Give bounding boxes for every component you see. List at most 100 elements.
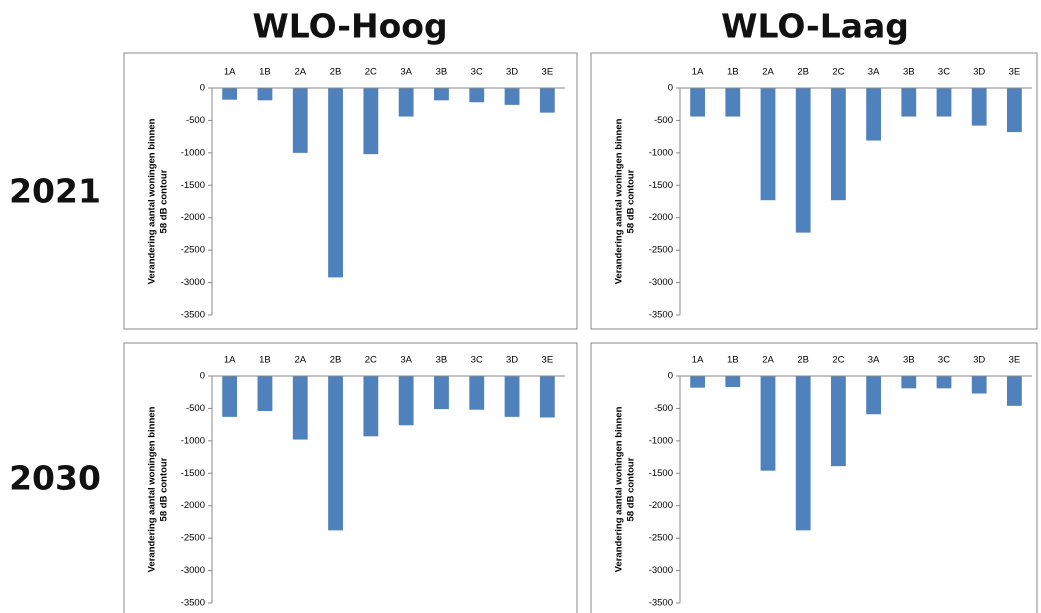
- y-tick-label: -2500: [649, 533, 673, 544]
- bar: [328, 376, 343, 531]
- bar: [363, 88, 379, 155]
- panel-frame: [590, 342, 1038, 613]
- x-tick-label: 3A: [868, 355, 880, 366]
- y-tick-label: -1000: [181, 147, 205, 158]
- bar: [292, 88, 308, 153]
- y-tick-label: 0: [200, 83, 205, 94]
- x-tick-label: 3D: [506, 355, 518, 366]
- y-tick-label: 0: [668, 371, 673, 382]
- y-axis-title: Verandering aantal woningen binnen: [147, 406, 158, 572]
- bar: [363, 376, 379, 437]
- y-tick-label: -3000: [181, 565, 205, 576]
- y-tick-label: -1000: [649, 147, 673, 158]
- x-tick-label: 2B: [330, 355, 342, 366]
- y-axis-title: Verandering aantal woningen binnen: [614, 118, 625, 284]
- y-tick-label: -2000: [649, 500, 673, 511]
- bar: [434, 88, 449, 101]
- bar: [504, 88, 520, 105]
- row-title: 2030: [9, 459, 101, 498]
- y-tick-label: -1500: [649, 180, 673, 191]
- bar: [901, 376, 917, 389]
- y-tick-label: -2500: [649, 245, 673, 256]
- y-tick-label: -2500: [181, 533, 205, 544]
- x-tick-label: 2B: [797, 67, 809, 78]
- y-tick-label: -3500: [649, 598, 673, 609]
- y-tick-label: -1500: [181, 468, 205, 479]
- x-tick-label: 1B: [727, 67, 739, 78]
- bar: [795, 88, 811, 233]
- bar: [936, 376, 952, 389]
- bar: [725, 88, 741, 117]
- x-tick-label: 2B: [330, 67, 342, 78]
- bar: [1007, 88, 1022, 133]
- bar: [222, 88, 238, 100]
- x-tick-label: 3C: [938, 355, 950, 366]
- y-tick-label: -500: [186, 115, 205, 126]
- bar: [398, 88, 414, 117]
- x-tick-label: 1A: [224, 67, 236, 78]
- x-tick-label: 2B: [797, 355, 809, 366]
- x-tick-label: 2A: [294, 355, 306, 366]
- y-tick-label: -1000: [649, 435, 673, 446]
- bar: [936, 88, 952, 117]
- x-tick-label: 3B: [436, 67, 448, 78]
- y-axis-title: 58 dB contour: [159, 169, 170, 233]
- bar: [760, 376, 776, 471]
- x-tick-label: 3E: [1009, 355, 1021, 366]
- y-tick-label: -1000: [181, 435, 205, 446]
- x-tick-label: 1B: [259, 355, 271, 366]
- bar: [539, 88, 555, 113]
- bar: [257, 376, 273, 412]
- y-axis-title: 58 dB contour: [626, 169, 637, 233]
- y-tick-label: -3000: [649, 565, 673, 576]
- x-tick-label: 3D: [973, 355, 985, 366]
- x-tick-label: 3B: [436, 355, 448, 366]
- x-tick-label: 3B: [903, 355, 915, 366]
- x-tick-label: 2C: [365, 355, 377, 366]
- x-tick-label: 3C: [938, 67, 950, 78]
- bar: [971, 88, 987, 126]
- bar: [539, 376, 555, 418]
- bar: [398, 376, 414, 426]
- x-tick-label: 2A: [762, 355, 774, 366]
- y-axis-title: Verandering aantal woningen binnen: [147, 118, 158, 284]
- x-tick-label: 1A: [692, 67, 704, 78]
- x-tick-label: 1B: [727, 355, 739, 366]
- bar: [222, 376, 238, 417]
- panel-frame: [590, 52, 1038, 330]
- x-tick-label: 3E: [542, 67, 554, 78]
- bar: [725, 376, 741, 388]
- bar: [866, 376, 881, 415]
- panel-frame: [123, 52, 578, 330]
- bar: [434, 376, 449, 410]
- bar: [292, 376, 308, 440]
- x-tick-label: 3A: [868, 67, 880, 78]
- y-tick-label: -3000: [649, 277, 673, 288]
- bar: [469, 376, 485, 410]
- x-tick-label: 2C: [365, 67, 377, 78]
- y-axis-title: 58 dB contour: [159, 457, 170, 521]
- x-tick-label: 3C: [471, 355, 483, 366]
- x-tick-label: 2A: [294, 67, 306, 78]
- y-tick-label: -2500: [181, 245, 205, 256]
- x-tick-label: 2C: [832, 355, 844, 366]
- y-tick-label: -3500: [181, 598, 205, 609]
- y-tick-label: -500: [186, 403, 205, 414]
- bar: [469, 88, 485, 103]
- y-tick-label: -1500: [649, 468, 673, 479]
- y-axis-title: Verandering aantal woningen binnen: [614, 406, 625, 572]
- y-tick-label: -2000: [649, 212, 673, 223]
- column-title: WLO-Laag: [721, 7, 909, 46]
- y-tick-label: -2000: [181, 500, 205, 511]
- bar: [760, 88, 776, 201]
- x-tick-label: 1A: [224, 355, 236, 366]
- y-tick-label: -1500: [181, 180, 205, 191]
- bar: [831, 88, 846, 201]
- x-tick-label: 3B: [903, 67, 915, 78]
- row-title: 2021: [9, 172, 101, 211]
- x-tick-label: 3D: [506, 67, 518, 78]
- y-tick-label: -500: [654, 403, 673, 414]
- bar: [795, 376, 811, 531]
- bar: [866, 88, 881, 141]
